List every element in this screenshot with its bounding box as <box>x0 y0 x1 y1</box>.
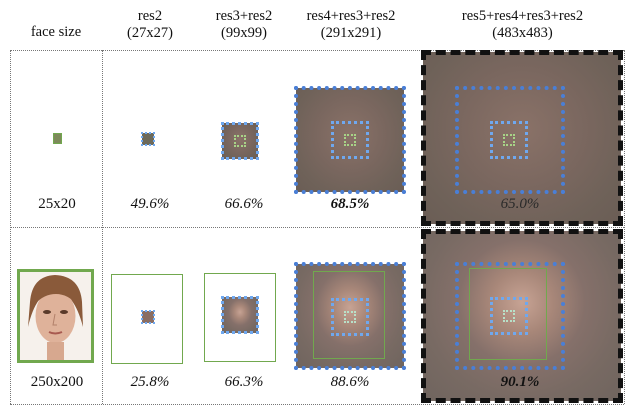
row1-res4-field <box>294 86 406 194</box>
row1-res4-inner <box>344 134 356 146</box>
row2-res2-patch <box>142 311 154 323</box>
grid-bottom <box>10 404 624 405</box>
header-res3: res3+res2 (99x99) <box>215 8 273 41</box>
row1-res3-value: 66.6% <box>224 196 264 212</box>
row2-res4-mid <box>331 298 369 336</box>
row2-res5-res3 <box>490 297 528 335</box>
row1-res3-patch <box>222 123 258 159</box>
header-res4: res4+res3+res2 (291x291) <box>306 8 396 41</box>
row2-res4-value: 88.6% <box>330 374 370 390</box>
row1-res5-res3 <box>490 121 528 159</box>
row1-res5-inner <box>503 134 515 146</box>
row2-res5-inner <box>503 310 515 322</box>
row1-res3-inner <box>234 135 246 147</box>
row1-res2-field <box>141 132 155 146</box>
row2-res4-face-box <box>313 271 385 359</box>
row1-res3-field <box>221 122 259 160</box>
face-illustration <box>20 272 91 360</box>
grid-left <box>10 50 11 404</box>
row2-res3-patch <box>222 297 258 333</box>
row2-res3-value: 66.3% <box>224 374 264 390</box>
header-res5: res5+res4+res3+res2 (483x483) <box>461 8 584 41</box>
row1-res5-field <box>421 50 623 226</box>
row1-res4-value: 68.5% <box>330 196 370 212</box>
row2-res5-field <box>421 229 623 403</box>
row2-face-size-label: 250x200 <box>30 374 84 390</box>
header-face-size: face size <box>30 24 82 40</box>
row2-res3-field <box>221 296 259 334</box>
row2-res3-face-box <box>204 273 276 362</box>
row2-res4-patch <box>296 264 404 368</box>
row2-res5-value: 90.1% <box>500 374 540 390</box>
tiny-face-25x20 <box>53 133 62 144</box>
row2-res4-inner <box>344 311 356 323</box>
row1-face-size-label: 25x20 <box>38 196 76 212</box>
row2-res2-face-box <box>111 274 183 364</box>
row2-res4-field <box>294 262 406 370</box>
row1-res5-value: 65.0% <box>500 196 540 212</box>
row1-res4-patch <box>296 88 404 192</box>
row1-res2-value: 49.6% <box>130 196 170 212</box>
header-res2: res2 (27x27) <box>127 8 173 41</box>
face-photo-250x200 <box>17 269 94 363</box>
grid-col1 <box>102 50 103 404</box>
grid-top <box>10 50 624 51</box>
row2-res5-mid <box>455 262 565 370</box>
row1-res4-mid <box>331 121 369 159</box>
row1-res5-mid <box>455 86 565 194</box>
row2-res2-field <box>141 310 155 324</box>
row1-res2-patch <box>142 133 154 145</box>
grid-middle <box>10 227 624 228</box>
grid-right <box>624 50 625 404</box>
row2-res2-value: 25.8% <box>130 374 170 390</box>
row2-res5-face-box <box>469 268 547 360</box>
